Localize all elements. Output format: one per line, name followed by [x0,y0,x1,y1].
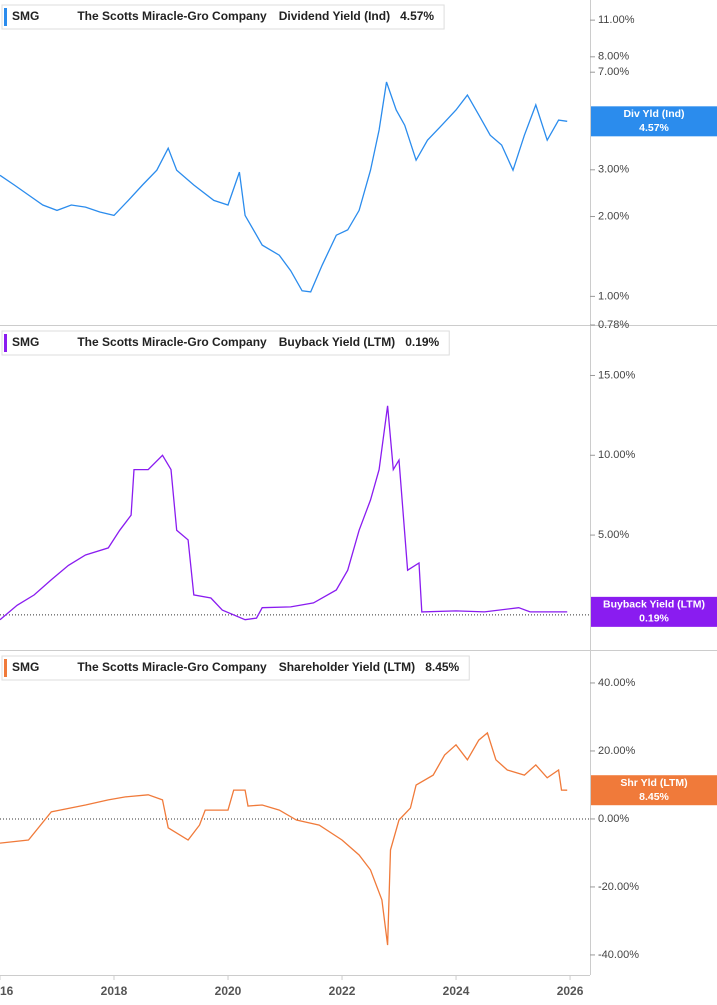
legend-box [1,4,445,30]
legend-company: The Scotts Miracle-Gro Company [77,9,267,23]
legend-company: The Scotts Miracle-Gro Company [77,660,267,674]
legend-series: Buyback Yield (LTM) [279,335,395,349]
legend-ticker: SMG [12,335,39,349]
legend-swatch [4,8,7,26]
y-tick-label: 2.00% [598,210,629,222]
legend-swatch [4,334,7,352]
x-tick-label: 2020 [215,984,242,998]
y-tick-label: 1.00% [598,290,629,302]
y-tick-label: 3.00% [598,164,629,176]
last-value-badge [591,106,717,137]
legend-box [1,655,470,681]
badge-label: Buyback Yield (LTM) [603,599,705,611]
badge-value: 4.57% [639,122,669,134]
y-tick-label: 5.00% [598,529,629,541]
x-tick-label: 2018 [101,984,128,998]
y-tick-label: 10.00% [598,449,636,461]
legend-series: Shareholder Yield (LTM) [279,660,415,674]
y-tick-label: 0.78% [598,319,629,331]
legend-swatch [4,659,7,677]
legend-series: Dividend Yield (Ind) [279,9,390,23]
legend: SMG The Scotts Miracle-Gro Company Shareho… [1,655,470,681]
series-line [0,405,568,621]
series-line [0,731,568,946]
legend-ticker: SMG [12,660,39,674]
legend: SMG The Scotts Miracle-Gro Company Buyback… [1,330,450,356]
last-value-badge [591,596,717,627]
x-tick-label: 2022 [329,984,356,998]
badge-value: 0.19% [639,613,669,625]
y-tick-label: 40.00% [598,677,636,689]
y-tick-label: 15.00% [598,369,636,381]
legend-value: 4.57% [400,9,434,23]
legend: SMG The Scotts Miracle-Gro Company Dividen… [1,4,445,30]
legend-value: 8.45% [425,660,459,674]
last-value-badge [591,775,717,806]
legend-company: The Scotts Miracle-Gro Company [77,335,267,349]
series-line [0,81,568,293]
x-tick-label: 2026 [557,984,584,998]
y-tick-label: 7.00% [598,66,629,78]
y-tick-label: 0.00% [598,813,629,825]
y-tick-label: -20.00% [598,881,639,893]
badge-label: Shr Yld (LTM) [620,777,687,789]
legend-value: 0.19% [405,335,439,349]
badge-label: Div Yld (Ind) [623,108,684,120]
legend-ticker: SMG [12,9,39,23]
y-tick-label: 8.00% [598,51,629,63]
badge-value: 8.45% [639,791,669,803]
y-tick-label: -40.00% [598,949,639,961]
x-tick-label: 2024 [443,984,470,998]
x-tick-label: 2016 [0,984,14,998]
legend-box [1,330,450,356]
y-tick-label: 20.00% [598,745,636,757]
y-tick-label: 11.00% [598,14,635,26]
